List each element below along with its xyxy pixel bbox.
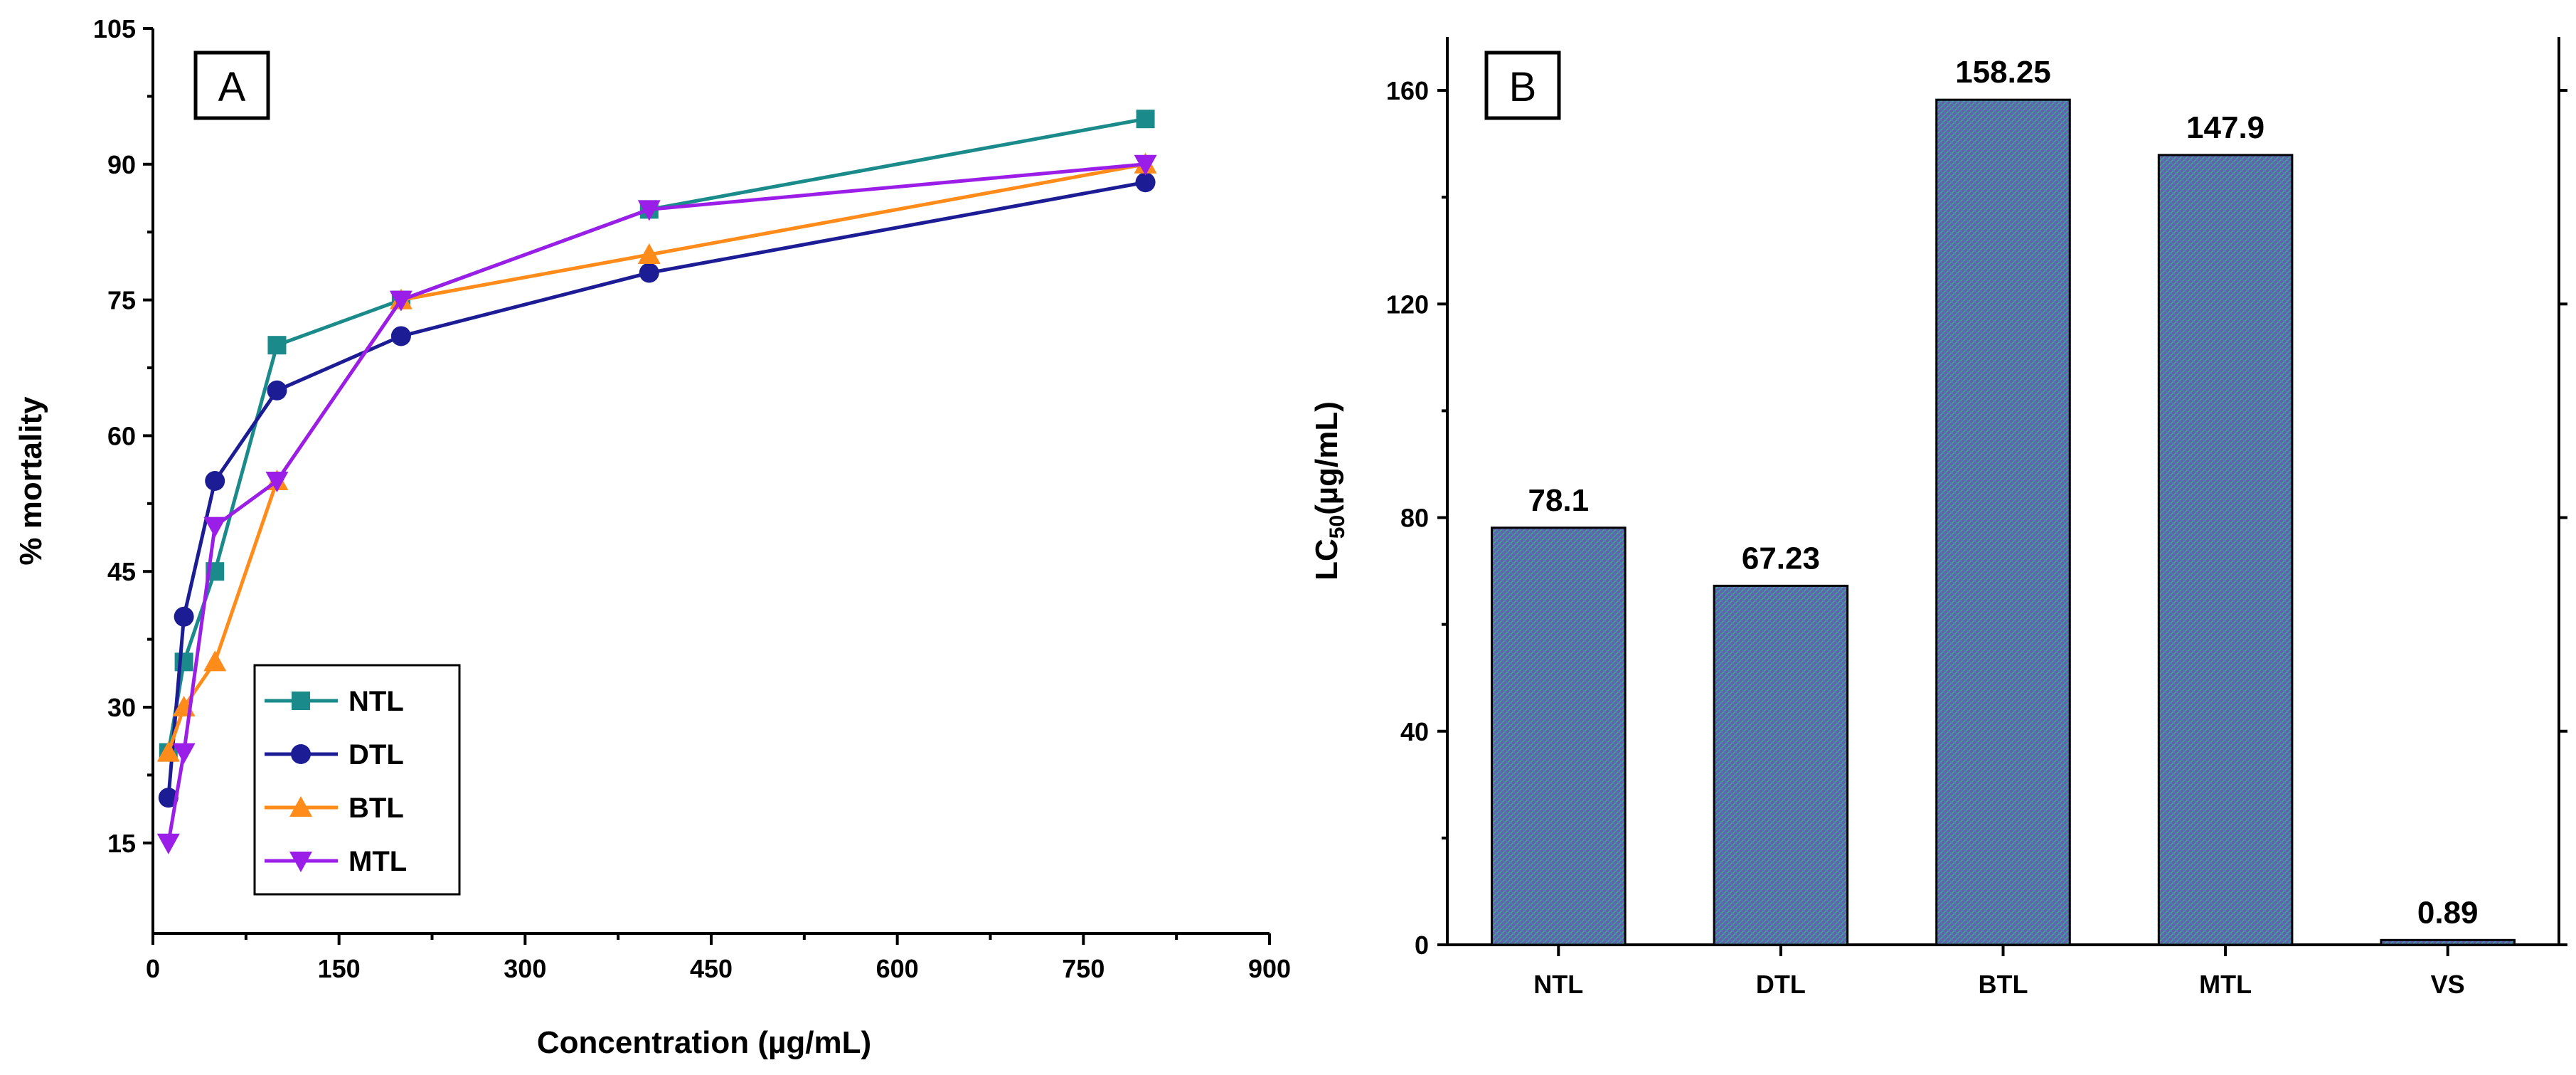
panel-a-label-box: A bbox=[193, 51, 270, 120]
panel-b-y-tick-label: 40 bbox=[1400, 717, 1429, 746]
bar-btl-value-label: 158.25 bbox=[1955, 55, 2051, 90]
series-dtl-point bbox=[1135, 172, 1156, 193]
panel-a-y-axis-title: % mortality bbox=[14, 396, 48, 566]
series-dtl-point bbox=[174, 606, 194, 627]
panel-a-x-tick-label: 0 bbox=[146, 954, 160, 983]
legend-ntl-marker bbox=[292, 692, 310, 710]
panel-a-y-tick-label: 105 bbox=[93, 14, 136, 43]
panel-a-y-tick-label: 45 bbox=[107, 557, 136, 586]
panel-a-y-tick-label: 60 bbox=[107, 421, 136, 450]
series-dtl-point bbox=[267, 380, 287, 401]
panel-b-y-tick-label: 160 bbox=[1386, 76, 1429, 105]
panel-b-y-tick-label: 0 bbox=[1415, 931, 1429, 960]
legend-btl-label: BTL bbox=[348, 793, 404, 824]
series-dtl-point bbox=[639, 263, 659, 283]
x-tick-label-vs: VS bbox=[2431, 970, 2465, 999]
bar-btl bbox=[1935, 98, 2071, 946]
series-mtl-point bbox=[637, 200, 661, 221]
series-dtl-point bbox=[390, 326, 411, 346]
series-dtl-point bbox=[158, 788, 179, 808]
panel-a-x-axis-title: Concentration (µg/mL) bbox=[537, 1025, 871, 1060]
x-tick-label-ntl: NTL bbox=[1533, 970, 1583, 999]
panel-b-label-box: B bbox=[1484, 51, 1561, 120]
series-ntl-point bbox=[267, 336, 287, 355]
panel-a-y-tick-label: 15 bbox=[107, 829, 136, 858]
series-mtl-point bbox=[1134, 154, 1157, 176]
series-mtl-point bbox=[156, 833, 180, 854]
panel-b-label: B bbox=[1509, 64, 1537, 110]
panel-a-x-tick-label: 300 bbox=[504, 954, 546, 983]
panel-b-bar-chart: 0 40 80 120 160 78.1 67.23 158.25 147.9 0.89 NTL… bbox=[1309, 37, 2567, 999]
x-tick-label-dtl: DTL bbox=[1756, 970, 1806, 999]
panel-a-x-tick-label: 450 bbox=[690, 954, 733, 983]
bar-vs-value-label: 0.89 bbox=[2417, 895, 2479, 930]
panel-a-label: A bbox=[218, 64, 246, 110]
series-btl-point bbox=[203, 650, 227, 672]
panel-a-x-tick-label: 150 bbox=[318, 954, 361, 983]
panel-b-y-tick-label: 80 bbox=[1400, 504, 1429, 533]
series-btl-point bbox=[637, 243, 661, 264]
bar-dtl-value-label: 67.23 bbox=[1742, 541, 1820, 576]
bar-ntl-value-label: 78.1 bbox=[1528, 483, 1589, 518]
panel-b-y-axis-title-subscript: 50 bbox=[1326, 515, 1349, 539]
panel-b-y-axis-title: LC50(µg/mL) bbox=[1309, 401, 1349, 581]
bar-vs bbox=[2380, 938, 2516, 946]
x-tick-label-btl: BTL bbox=[1979, 970, 2028, 999]
panel-a-legend: NTL DTL BTL MTL bbox=[253, 664, 461, 896]
series-mtl-point bbox=[389, 290, 413, 312]
panel-a-x-tick-label: 750 bbox=[1062, 954, 1105, 983]
bar-mtl-value-label: 147.9 bbox=[2186, 110, 2264, 145]
panel-b-y-axis-title-main: LC bbox=[1309, 539, 1344, 581]
panel-a-y-tick-label: 75 bbox=[107, 286, 136, 315]
panel-a-y-tick-label: 90 bbox=[107, 150, 136, 179]
panel-a-y-tick-label: 30 bbox=[107, 693, 136, 722]
legend-dtl-marker bbox=[291, 744, 311, 764]
series-ntl-point bbox=[1136, 110, 1155, 129]
bar-mtl bbox=[2157, 154, 2294, 946]
bar-dtl bbox=[1713, 584, 1849, 946]
panel-b-y-axis-title-unit: (µg/mL) bbox=[1309, 401, 1344, 515]
legend-btl-marker bbox=[289, 796, 312, 817]
panel-a-x-tick-label: 600 bbox=[876, 954, 919, 983]
series-mtl-point bbox=[265, 472, 289, 492]
series-ntl-point bbox=[174, 652, 193, 672]
panel-a-x-tick-label: 900 bbox=[1248, 954, 1291, 983]
x-tick-label-mtl: MTL bbox=[2199, 970, 2252, 999]
legend-dtl-label: DTL bbox=[348, 739, 404, 770]
panel-a-line-chart: 15 30 45 60 75 90 105 0 150 300 450 600 750 900 A Co… bbox=[14, 14, 1291, 1060]
series-mtl-point bbox=[172, 743, 196, 764]
series-btl-point bbox=[156, 741, 180, 762]
legend-mtl-marker bbox=[289, 852, 312, 872]
series-dtl-point bbox=[205, 471, 225, 491]
legend-mtl-label: MTL bbox=[348, 846, 407, 877]
panel-b-y-tick-label: 120 bbox=[1386, 290, 1429, 319]
legend-ntl-label: NTL bbox=[348, 686, 404, 717]
bar-ntl bbox=[1491, 526, 1627, 946]
series-mtl-point bbox=[203, 517, 227, 538]
